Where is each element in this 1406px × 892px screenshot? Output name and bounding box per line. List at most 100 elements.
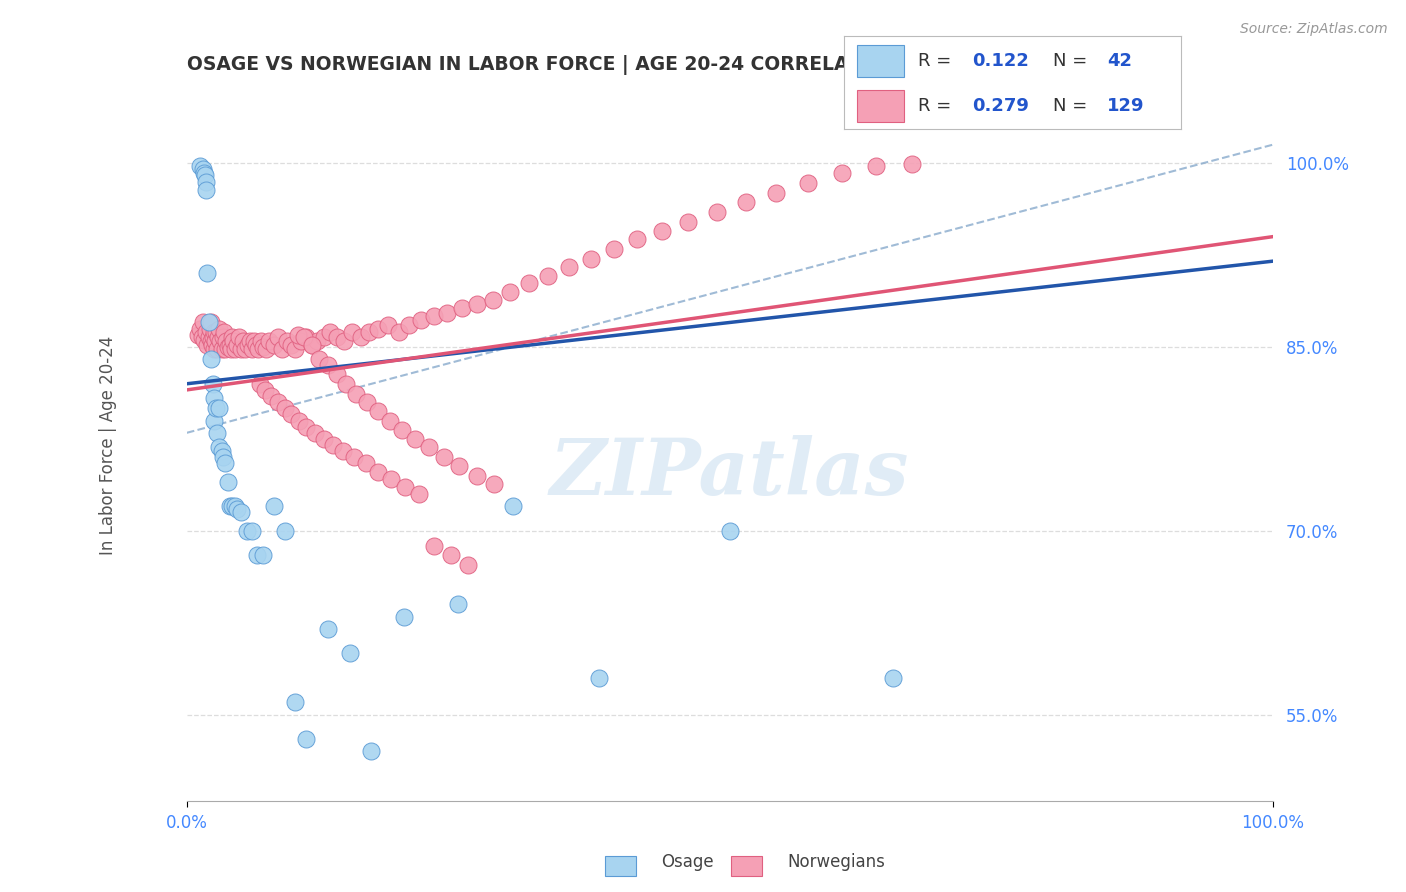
Point bbox=[882, 671, 904, 685]
Point bbox=[706, 205, 728, 219]
Point bbox=[194, 169, 217, 183]
Point bbox=[224, 500, 246, 514]
Point bbox=[207, 330, 229, 344]
Text: R =: R = bbox=[918, 52, 957, 70]
Point bbox=[254, 343, 277, 357]
Point bbox=[193, 333, 215, 347]
Point bbox=[235, 343, 257, 357]
Point bbox=[239, 334, 262, 348]
Point bbox=[191, 162, 214, 177]
Point bbox=[217, 340, 239, 354]
Point bbox=[200, 352, 222, 367]
Point bbox=[202, 413, 225, 427]
Point bbox=[229, 506, 252, 520]
Point bbox=[394, 480, 416, 494]
Point bbox=[457, 558, 479, 573]
Point bbox=[211, 450, 233, 465]
Point bbox=[205, 343, 228, 357]
Point bbox=[217, 475, 239, 489]
Point bbox=[197, 330, 219, 344]
Point bbox=[204, 334, 226, 348]
Point bbox=[191, 330, 214, 344]
Point bbox=[316, 622, 339, 636]
Point bbox=[287, 413, 309, 427]
Point bbox=[765, 186, 787, 200]
Point bbox=[225, 501, 247, 516]
Point bbox=[588, 671, 610, 685]
Point bbox=[333, 334, 356, 348]
Point bbox=[202, 343, 225, 357]
Point bbox=[201, 330, 224, 344]
Point bbox=[502, 500, 524, 514]
Point bbox=[367, 403, 389, 417]
Point bbox=[211, 330, 233, 344]
Point bbox=[225, 337, 247, 351]
Point bbox=[349, 330, 371, 344]
Point bbox=[252, 549, 274, 563]
Point bbox=[377, 318, 399, 332]
Point bbox=[292, 330, 315, 344]
Point bbox=[252, 340, 274, 354]
Point bbox=[187, 327, 209, 342]
Point bbox=[325, 330, 347, 344]
Point bbox=[267, 330, 290, 344]
Point bbox=[188, 159, 211, 173]
Point bbox=[284, 343, 307, 357]
Point bbox=[211, 343, 233, 357]
Y-axis label: In Labor Force | Age 20-24: In Labor Force | Age 20-24 bbox=[100, 335, 117, 555]
Text: N =: N = bbox=[1053, 97, 1092, 115]
Point bbox=[195, 183, 218, 197]
Text: 0.279: 0.279 bbox=[972, 97, 1029, 115]
Point bbox=[797, 176, 820, 190]
Point bbox=[197, 316, 219, 330]
Point bbox=[273, 401, 295, 416]
Point bbox=[465, 468, 488, 483]
Point bbox=[263, 500, 285, 514]
Text: 0.122: 0.122 bbox=[972, 52, 1029, 70]
Text: Osage: Osage bbox=[661, 853, 713, 871]
Point bbox=[191, 316, 214, 330]
Point bbox=[387, 326, 409, 340]
Point bbox=[263, 337, 285, 351]
Point bbox=[678, 215, 700, 229]
Point bbox=[211, 444, 233, 458]
Point bbox=[249, 376, 271, 391]
Point bbox=[436, 306, 458, 320]
Point bbox=[245, 337, 267, 351]
Text: Source: ZipAtlas.com: Source: ZipAtlas.com bbox=[1240, 22, 1388, 37]
Point bbox=[579, 252, 602, 266]
Point bbox=[284, 696, 307, 710]
Point bbox=[901, 157, 924, 171]
Point bbox=[482, 477, 505, 491]
Point bbox=[558, 260, 581, 275]
Point bbox=[865, 159, 887, 173]
Point bbox=[325, 367, 347, 381]
Point bbox=[212, 326, 235, 340]
Point bbox=[378, 413, 401, 427]
Point bbox=[307, 334, 329, 348]
Point bbox=[205, 326, 228, 340]
Point bbox=[221, 343, 243, 357]
Point bbox=[222, 334, 245, 348]
Point bbox=[235, 524, 257, 538]
Point bbox=[209, 334, 232, 348]
Point bbox=[197, 267, 219, 281]
Point bbox=[356, 395, 378, 409]
Point bbox=[249, 334, 271, 348]
Point bbox=[205, 401, 228, 416]
Point bbox=[423, 310, 446, 324]
Point bbox=[319, 326, 342, 340]
Text: Norwegians: Norwegians bbox=[787, 853, 886, 871]
Point bbox=[202, 392, 225, 406]
Point bbox=[253, 383, 276, 397]
Point bbox=[343, 450, 366, 465]
Point bbox=[287, 327, 309, 342]
Point bbox=[214, 343, 236, 357]
Point bbox=[200, 316, 222, 330]
Point bbox=[312, 432, 335, 446]
Point bbox=[224, 343, 246, 357]
Point bbox=[228, 330, 250, 344]
Point bbox=[290, 334, 312, 348]
Point bbox=[208, 401, 231, 416]
Point bbox=[243, 334, 266, 348]
